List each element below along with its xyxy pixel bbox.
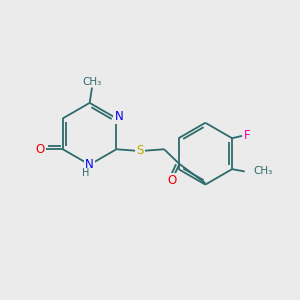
Text: O: O <box>167 174 177 187</box>
Text: S: S <box>136 144 144 157</box>
Text: H: H <box>82 168 90 178</box>
Text: F: F <box>244 129 251 142</box>
Text: CH₃: CH₃ <box>254 167 273 176</box>
Text: N: N <box>85 158 94 171</box>
Text: N: N <box>114 110 123 123</box>
Text: CH₃: CH₃ <box>82 77 102 87</box>
Text: O: O <box>36 143 45 156</box>
